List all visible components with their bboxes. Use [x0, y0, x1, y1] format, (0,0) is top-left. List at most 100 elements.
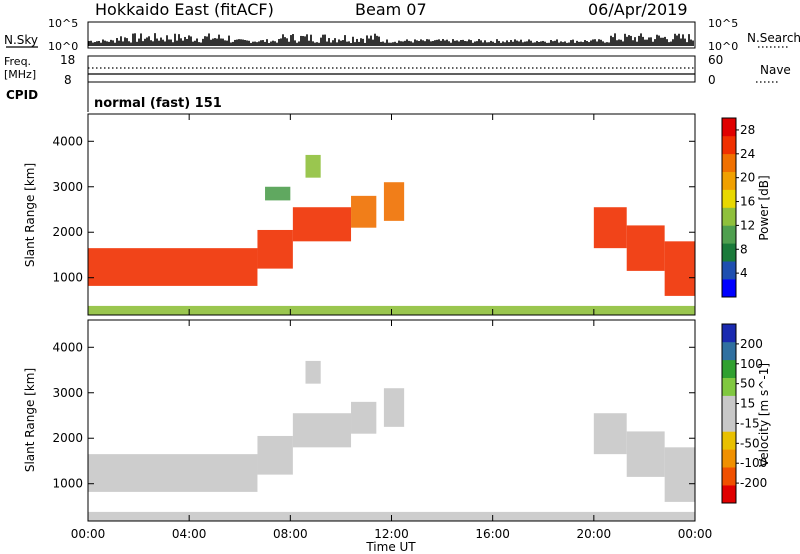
time-axis-labels: 00:00 04:00 08:00 12:00 16:00 20:00 00:00	[71, 527, 713, 541]
colorbar-swatch-7	[722, 359, 736, 378]
date-title: 06/Apr/2019	[588, 0, 688, 19]
x-tick-label-2: 08:00	[273, 527, 308, 541]
colorbar-swatch-6	[722, 377, 736, 396]
colorbar-frame	[721, 117, 737, 298]
time-axis-title: Time UT	[365, 540, 416, 554]
power-panel: 1000 2000 3000 4000 Slant Range [km] 4 8 12 16…	[23, 113, 771, 316]
x-tick-label-1: 04:00	[172, 527, 207, 541]
colorbar-swatch-4	[722, 413, 736, 432]
nsearch-label: N.Search	[747, 31, 800, 45]
velocity-colorbar: -200 -100 -50 -15 15 50 100 200	[721, 323, 767, 504]
data-region-2	[292, 413, 352, 448]
y-tick-label-2: 3000	[52, 386, 83, 400]
power-heatmap	[88, 154, 695, 315]
colorbar-swatch-8	[722, 135, 736, 155]
data-region-5	[593, 207, 627, 249]
colorbar-swatch-9	[722, 118, 736, 137]
data-region-6	[626, 225, 665, 271]
data-region-0	[88, 248, 258, 286]
velocity-panel: 1000 2000 3000 4000 Slant Range [km] -200 -1…	[23, 319, 771, 522]
nsky-tick-bottom: 10^0	[48, 40, 78, 53]
nave-label: Nave	[760, 63, 791, 77]
y-tick-label-3: 4000	[52, 340, 83, 354]
power-colorbar-label: Power [dB]	[757, 175, 771, 240]
colorbar-tick-label-5: 50	[740, 377, 755, 391]
velocity-ylabel: Slant Range [km]	[23, 368, 37, 472]
freq-tick-bottom: 8	[64, 73, 72, 87]
velocity-heatmap	[88, 360, 695, 521]
colorbar-tick-label-0: 4	[740, 266, 748, 280]
colorbar-tick-label-4: 20	[740, 171, 755, 185]
freq-tick-top: 18	[60, 53, 75, 67]
data-region-3	[351, 195, 377, 228]
data-region-6	[626, 431, 665, 477]
colorbar-tick-label-1: -100	[740, 456, 767, 470]
colorbar-swatch-0	[722, 485, 736, 504]
colorbar-swatch-5	[722, 189, 736, 208]
colorbar-swatch-2	[722, 449, 736, 468]
nsky-strip: N.Sky 10^5 10^0 10^5 10^0 N.Search	[4, 17, 800, 53]
colorbar-tick-label-2: 12	[740, 218, 755, 232]
colorbar-swatch-4	[722, 207, 736, 226]
y-tick-label-2: 3000	[52, 180, 83, 194]
power-axis-ticks: 1000 2000 3000 4000	[52, 114, 696, 315]
data-region-7	[664, 447, 695, 502]
station-title: Hokkaido East (fitACF)	[95, 0, 274, 19]
data-region-9	[265, 186, 291, 201]
data-region-4	[383, 182, 405, 221]
colorbar-swatch-2	[722, 243, 736, 262]
data-region-5	[593, 413, 627, 455]
x-tick-label-0: 00:00	[71, 527, 106, 541]
y-tick-label-1: 2000	[52, 431, 83, 445]
colorbar-tick-label-7: 200	[740, 337, 763, 351]
y-tick-label-1: 2000	[52, 225, 83, 239]
colorbar-swatch-6	[722, 171, 736, 190]
colorbar-tick-label-1: 8	[740, 242, 748, 256]
x-tick-label-4: 16:00	[475, 527, 510, 541]
nave-tick-top: 60	[708, 53, 723, 67]
colorbar-swatch-7	[722, 153, 736, 172]
freq-label-1: Freq.	[4, 55, 31, 68]
y-tick-label-0: 1000	[52, 477, 83, 491]
x-tick-label-6: 00:00	[678, 527, 713, 541]
colorbar-swatch-1	[722, 261, 736, 280]
cpid-value: normal (fast) 151	[94, 96, 222, 111]
nsky-label: N.Sky	[4, 33, 38, 47]
colorbar-tick-label-6: 28	[740, 123, 755, 137]
data-region-3	[351, 401, 377, 434]
velocity-axis-ticks: 1000 2000 3000 4000	[52, 320, 696, 521]
data-region-8	[305, 154, 321, 178]
data-region-1	[257, 229, 293, 269]
nsky-tick-top: 10^5	[48, 17, 78, 30]
colorbar-tick-label-5: 24	[740, 147, 755, 161]
colorbar-swatch-1	[722, 467, 736, 486]
y-tick-label-3: 4000	[52, 134, 83, 148]
data-region-0	[88, 454, 258, 492]
freq-frame	[87, 55, 696, 83]
freq-label-2: [MHz]	[4, 68, 36, 81]
colorbar-tick-label-3: 16	[740, 195, 755, 209]
colorbar-swatch-8	[722, 341, 736, 361]
x-tick-label-3: 12:00	[374, 527, 409, 541]
cpid-label: CPID	[6, 88, 38, 102]
velocity-colorbar-label: Velocity [m s^-1]	[757, 363, 771, 467]
nave-tick-bottom: 0	[708, 73, 716, 87]
data-region-8	[305, 360, 321, 384]
beam-title: Beam 07	[355, 0, 427, 19]
colorbar-swatch-3	[722, 431, 736, 450]
colorbar-swatch-0	[722, 279, 736, 298]
colorbar-tick-label-2: -50	[740, 436, 760, 450]
power-ylabel: Slant Range [km]	[23, 163, 37, 267]
nsearch-tick-bottom: 10^0	[708, 40, 738, 53]
colorbar-tick-label-0: -200	[740, 476, 767, 490]
colorbar-tick-label-3: -15	[740, 416, 760, 430]
data-region-4	[383, 388, 405, 427]
nsearch-tick-top: 10^5	[708, 17, 738, 30]
data-region-2	[292, 207, 352, 242]
nsky-trace	[88, 33, 694, 46]
cpid-strip: CPID normal (fast) 151	[6, 82, 222, 112]
colorbar-swatch-9	[722, 324, 736, 343]
colorbar-frame	[721, 323, 737, 504]
colorbar-swatch-5	[722, 395, 736, 414]
